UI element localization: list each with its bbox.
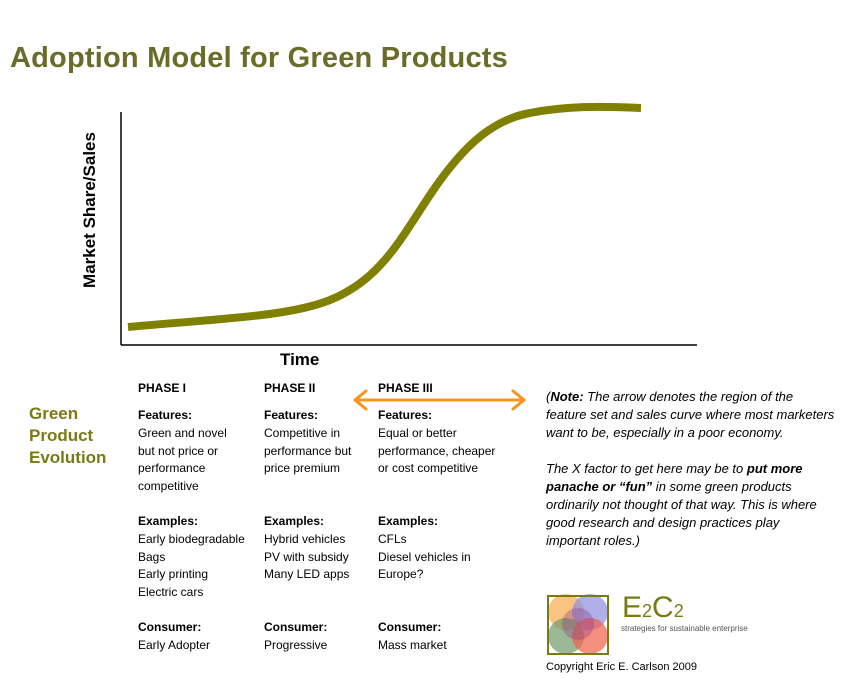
e2c2-logo-text: E2C2 [622, 593, 684, 626]
phase-3-column: PHASE III Features: Equal or better perf… [378, 380, 518, 672]
row-label-line: Green [29, 404, 79, 423]
note-text: in some green products ordinarily not th… [546, 479, 817, 548]
features-section: Features: Equal or better performance, c… [378, 407, 518, 496]
features-heading: Features: [264, 408, 319, 422]
examples-section: Examples: CFLs Diesel vehicles in Europe… [378, 513, 518, 602]
note-text: The arrow denotes the region of the feat… [546, 389, 835, 440]
feature-line: price premium [264, 461, 341, 476]
phase-title: PHASE I [138, 381, 187, 395]
feature-line: performance, cheaper [378, 443, 496, 458]
note-box: (Note: The arrow denotes the region of t… [546, 388, 836, 568]
y-axis-label: Market Share/Sales [80, 132, 99, 288]
example-line-spacer [264, 584, 394, 602]
phase-iii-double-arrow [353, 389, 526, 411]
consumer-section: Consumer: Progressive [264, 619, 394, 655]
logo-subscript: 2 [642, 601, 653, 621]
note-label: Note: [550, 389, 584, 404]
example-line: PV with subsidy [264, 549, 349, 564]
green-product-evolution-label: Green Product Evolution [29, 403, 106, 469]
consumer-heading: Consumer: [138, 619, 202, 634]
example-line: CFLs [378, 531, 407, 546]
x-axis-label: Time [280, 350, 320, 369]
examples-section: Examples: Early biodegradable Bags Early… [138, 513, 268, 602]
example-line: Many LED apps [264, 567, 350, 582]
logo-letter: C [652, 591, 674, 624]
example-line: Bags [138, 549, 166, 564]
examples-heading: Examples: [138, 513, 199, 528]
features-heading: Features: [378, 408, 433, 422]
phase-2-column: PHASE II Features: Competitive in perfor… [264, 380, 394, 672]
phase-title: PHASE II [264, 381, 316, 395]
consumer-section: Consumer: Early Adopter [138, 619, 268, 655]
feature-line: Competitive in [264, 425, 341, 440]
phase-title: PHASE III [378, 381, 433, 395]
example-line: Electric cars [138, 585, 204, 600]
page-title: Adoption Model for Green Products [10, 42, 508, 74]
examples-heading: Examples: [264, 513, 325, 528]
adoption-chart [120, 102, 697, 411]
e2c2-logo-icon [547, 594, 609, 655]
note-open-paren: ( [546, 389, 551, 404]
row-label-line: Product [29, 426, 94, 445]
example-line: Early biodegradable [138, 531, 245, 546]
example-line: Hybrid vehicles [264, 531, 346, 546]
consumer-value: Mass market [378, 637, 447, 652]
feature-line-spacer [264, 478, 394, 496]
features-section: Features: Green and novel but not price … [138, 407, 268, 496]
feature-line: Green and novel [138, 425, 227, 440]
example-line: Europe? [378, 567, 424, 582]
logo-tagline: strategies for sustainable enterprise [621, 624, 748, 633]
note-emphasis: put more panache or “fun” [546, 461, 803, 494]
logo-letter: E [622, 591, 643, 624]
adoption-s-curve [127, 102, 642, 331]
features-heading: Features: [138, 408, 193, 422]
example-line: Diesel vehicles in [378, 549, 471, 564]
note-paragraph-1: (Note: The arrow denotes the region of t… [546, 388, 836, 442]
note-text: The X factor to get here may be to [546, 461, 747, 476]
consumer-value: Progressive [264, 637, 328, 652]
feature-line: or cost competitive [378, 461, 479, 476]
feature-line: Equal or better [378, 425, 457, 440]
feature-line: performance [138, 461, 206, 476]
example-line: Early printing [138, 567, 209, 582]
examples-heading: Examples: [378, 513, 439, 528]
copyright: Copyright Eric E. Carlson 2009 [546, 661, 698, 673]
feature-line: competitive [138, 479, 199, 494]
consumer-heading: Consumer: [264, 619, 328, 634]
example-line-spacer [378, 584, 518, 602]
features-section: Features: Competitive in performance but… [264, 407, 394, 496]
examples-section: Examples: Hybrid vehicles PV with subsid… [264, 513, 394, 602]
row-label-line: Evolution [29, 448, 107, 467]
consumer-heading: Consumer: [378, 619, 442, 634]
consumer-section: Consumer: Mass market [378, 619, 518, 655]
consumer-value: Early Adopter [138, 637, 211, 652]
feature-line-spacer [378, 478, 518, 496]
note-paragraph-2: The X factor to get here may be to put m… [546, 460, 836, 550]
feature-line: performance but [264, 443, 352, 458]
phase-1-column: PHASE I Features: Green and novel but no… [138, 380, 268, 672]
feature-line: but not price or [138, 443, 219, 458]
logo-subscript: 2 [673, 601, 684, 621]
